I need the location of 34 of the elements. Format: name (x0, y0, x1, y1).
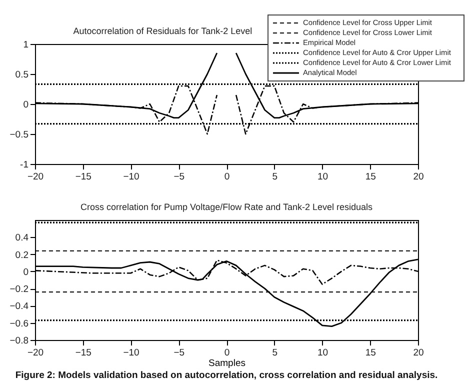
x-tick-label: 5 (272, 172, 278, 182)
x-tick-label: −20 (27, 172, 44, 182)
y-tick-label: 0.5 (15, 70, 28, 80)
y-tick-label: 0.2 (15, 250, 28, 261)
x-tick-label: 20 (413, 348, 424, 358)
y-tick-label: 0 (23, 266, 28, 278)
y-tick-label: −0.5 (10, 130, 28, 140)
x-tick-label: 10 (317, 348, 328, 358)
x-tick-label: 0 (224, 348, 230, 358)
y-tick-label: −0.6 (10, 318, 28, 330)
x-tick-label: 15 (365, 348, 376, 358)
x-tick-label: 15 (365, 172, 376, 182)
x-axis-title: Samples (208, 358, 246, 369)
y-tick-label: 1 (23, 40, 28, 50)
chart-title: Cross correlation for Pump Voltage/Flow Rate and Tank-2 Level residuals (80, 202, 373, 212)
y-tick-label: −0.8 (10, 336, 28, 346)
y-tick-label: 0 (23, 100, 28, 110)
x-tick-label: 20 (413, 172, 424, 182)
x-tick-label: −15 (75, 348, 92, 358)
caption: Figure 2: Models validation based on autocorrelation, cross correlation and residual analysis. (15, 370, 438, 381)
x-tick-label: −10 (123, 172, 140, 182)
y-tick-label: 0.4 (15, 232, 28, 244)
x-tick-label: −20 (27, 348, 44, 358)
chart-title: Autocorrelation of Residuals for Tank-2 Level (73, 26, 252, 36)
x-tick-label: −5 (174, 172, 185, 182)
x-tick-label: 10 (317, 172, 328, 182)
y-tick-label: -1 (20, 160, 28, 170)
x-tick-label: 5 (272, 348, 278, 358)
y-tick-label: −0.4 (10, 301, 28, 312)
y-tick-label: −0.2 (10, 284, 28, 296)
x-tick-label: −10 (123, 348, 140, 358)
x-tick-label: −15 (75, 172, 92, 182)
x-tick-label: 0 (224, 172, 230, 182)
x-tick-label: −5 (174, 348, 185, 358)
